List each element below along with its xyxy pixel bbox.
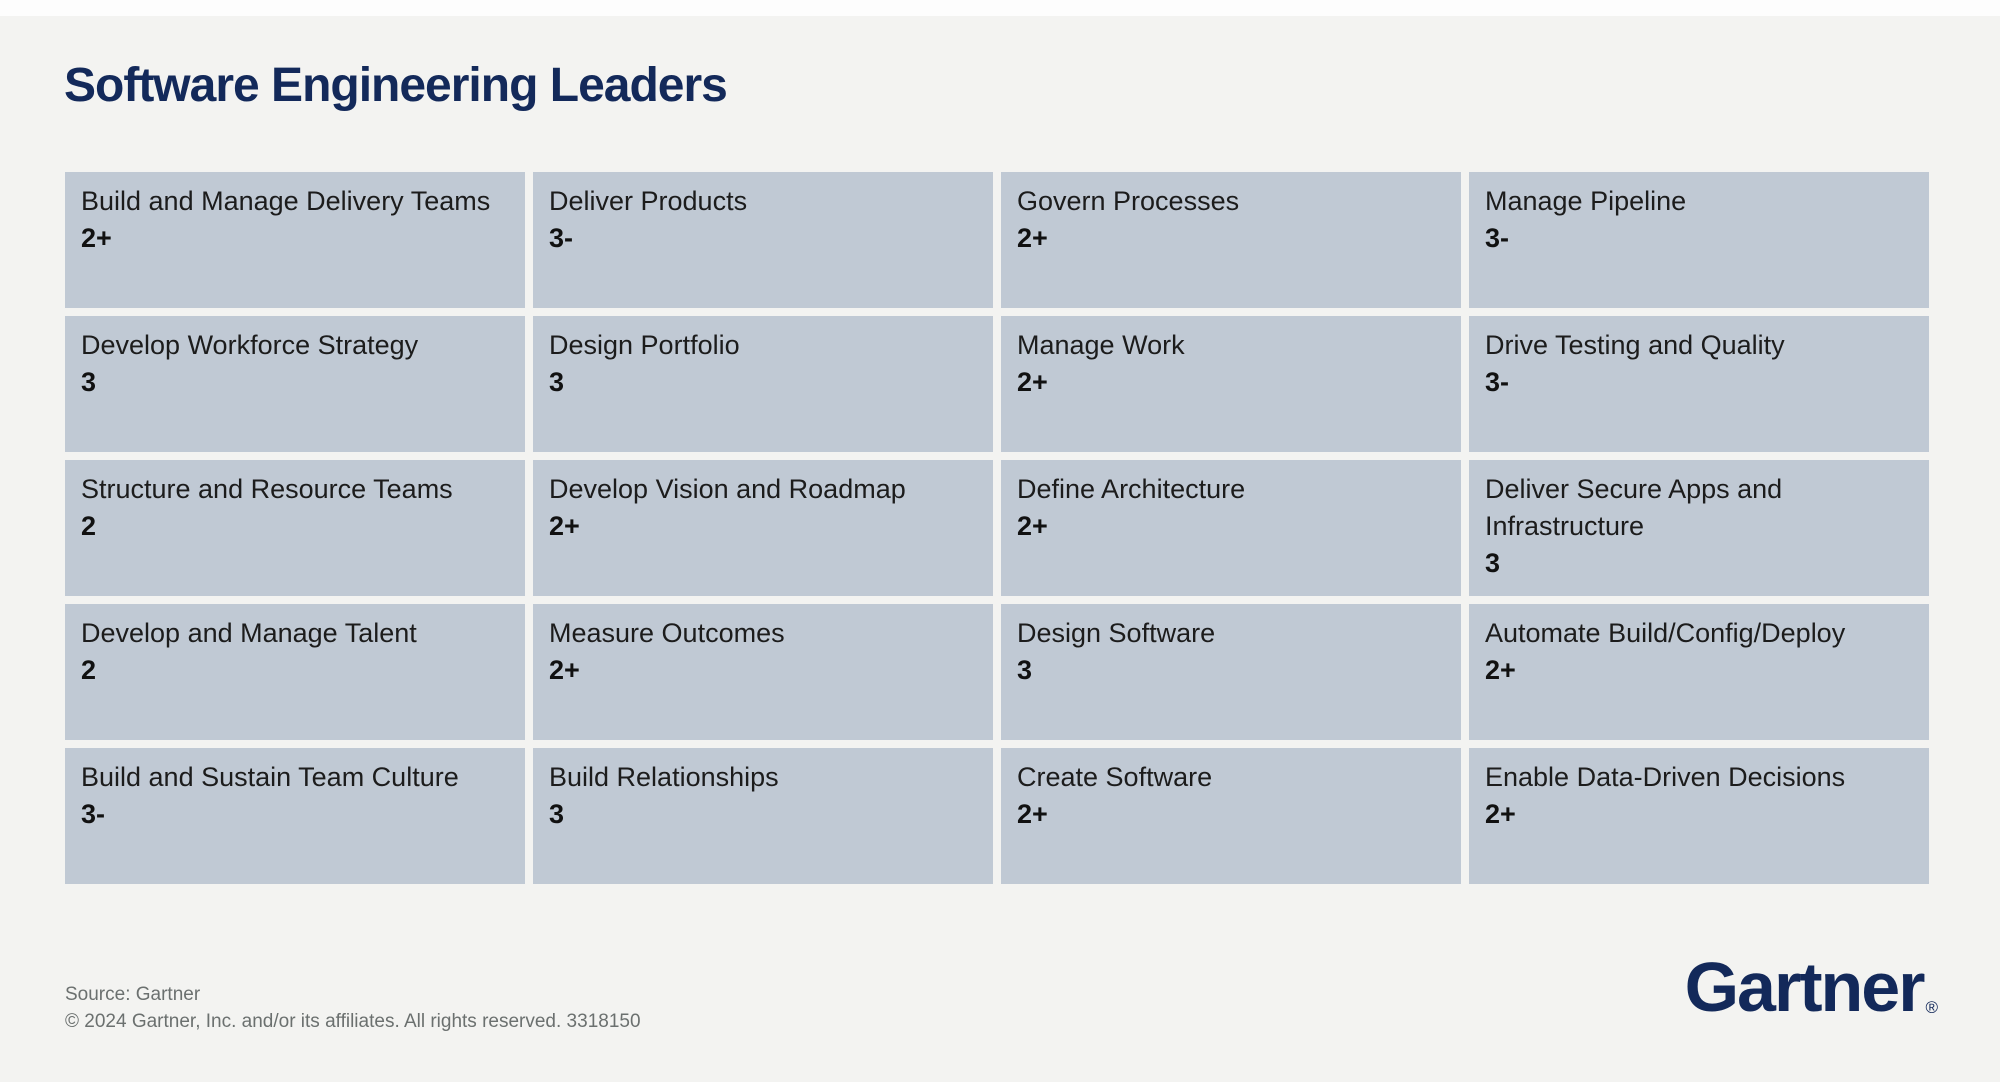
capability-label: Build Relationships: [549, 762, 779, 792]
capability-rating: 2+: [549, 511, 580, 541]
capability-label: Define Architecture: [1017, 474, 1246, 504]
capability-rating: 3: [549, 799, 565, 829]
capability-rating: 3-: [1485, 223, 1510, 253]
capability-label: Automate Build/Config/Deploy: [1485, 618, 1846, 648]
registered-trademark-icon: ®: [1925, 998, 1938, 1017]
capability-card: Build Relationships 3: [533, 748, 993, 884]
capability-card: Measure Outcomes 2+: [533, 604, 993, 740]
capability-rating: 3: [81, 367, 97, 397]
capability-label: Develop Workforce Strategy: [81, 330, 419, 360]
capability-rating: 3-: [1485, 367, 1510, 397]
capability-label: Deliver Secure Apps and Infrastructure: [1485, 474, 1783, 541]
capability-card: Develop Vision and Roadmap 2+: [533, 460, 993, 596]
capability-card: Build and Manage Delivery Teams 2+: [65, 172, 525, 308]
capability-rating: 2+: [1017, 511, 1048, 541]
capability-label: Measure Outcomes: [549, 618, 785, 648]
capability-card: Automate Build/Config/Deploy 2+: [1469, 604, 1929, 740]
source-line: Source: Gartner: [65, 984, 201, 1005]
capability-label: Enable Data-Driven Decisions: [1485, 762, 1846, 792]
capability-label: Deliver Products: [549, 186, 748, 216]
capability-card: Enable Data-Driven Decisions 2+: [1469, 748, 1929, 884]
capability-card: Develop Workforce Strategy 3: [65, 316, 525, 452]
capability-card: Build and Sustain Team Culture 3-: [65, 748, 525, 884]
gartner-logo: Gartner ®: [1685, 952, 1938, 1022]
capability-card: Structure and Resource Teams 2: [65, 460, 525, 596]
capability-rating: 2+: [549, 655, 580, 685]
capability-card: Govern Processes 2+: [1001, 172, 1461, 308]
capability-rating: 3-: [81, 799, 106, 829]
capability-label: Manage Work: [1017, 330, 1185, 360]
capability-label: Develop and Manage Talent: [81, 618, 417, 648]
capability-rating: 2+: [1017, 223, 1048, 253]
capability-rating: 3: [1485, 548, 1501, 578]
page-title: Software Engineering Leaders: [64, 59, 728, 112]
copyright-line: © 2024 Gartner, Inc. and/or its affiliat…: [65, 1011, 641, 1032]
capability-rating: 2+: [81, 223, 112, 253]
capability-rating: 2+: [1485, 655, 1516, 685]
gartner-logo-text: Gartner: [1684, 948, 1926, 1026]
capability-rating: 2+: [1485, 799, 1516, 829]
capability-label: Create Software: [1017, 762, 1213, 792]
top-white-strip: [0, 0, 2000, 16]
capability-label: Manage Pipeline: [1485, 186, 1687, 216]
footer-text: Source: Gartner © 2024 Gartner, Inc. and…: [65, 981, 641, 1035]
capability-label: Design Portfolio: [549, 330, 740, 360]
capability-card: Create Software 2+: [1001, 748, 1461, 884]
capability-rating: 2: [81, 511, 97, 541]
capability-card: Design Portfolio 3: [533, 316, 993, 452]
capability-label: Design Software: [1017, 618, 1216, 648]
capability-label: Build and Manage Delivery Teams: [81, 186, 491, 216]
capability-label: Drive Testing and Quality: [1485, 330, 1785, 360]
capability-card: Deliver Secure Apps and Infrastructure 3: [1469, 460, 1929, 596]
capability-rating: 2+: [1017, 799, 1048, 829]
capability-grid: Build and Manage Delivery Teams 2+ Deliv…: [65, 172, 1929, 884]
capability-label: Develop Vision and Roadmap: [549, 474, 906, 504]
capability-card: Drive Testing and Quality 3-: [1469, 316, 1929, 452]
capability-rating: 2+: [1017, 367, 1048, 397]
capability-rating: 3-: [549, 223, 574, 253]
capability-label: Structure and Resource Teams: [81, 474, 453, 504]
capability-card: Design Software 3: [1001, 604, 1461, 740]
capability-card: Manage Work 2+: [1001, 316, 1461, 452]
capability-card: Develop and Manage Talent 2: [65, 604, 525, 740]
capability-label: Govern Processes: [1017, 186, 1240, 216]
capability-rating: 3: [549, 367, 565, 397]
capability-rating: 2: [81, 655, 97, 685]
capability-card: Manage Pipeline 3-: [1469, 172, 1929, 308]
capability-rating: 3: [1017, 655, 1033, 685]
capability-card: Deliver Products 3-: [533, 172, 993, 308]
capability-label: Build and Sustain Team Culture: [81, 762, 459, 792]
capability-card: Define Architecture 2+: [1001, 460, 1461, 596]
